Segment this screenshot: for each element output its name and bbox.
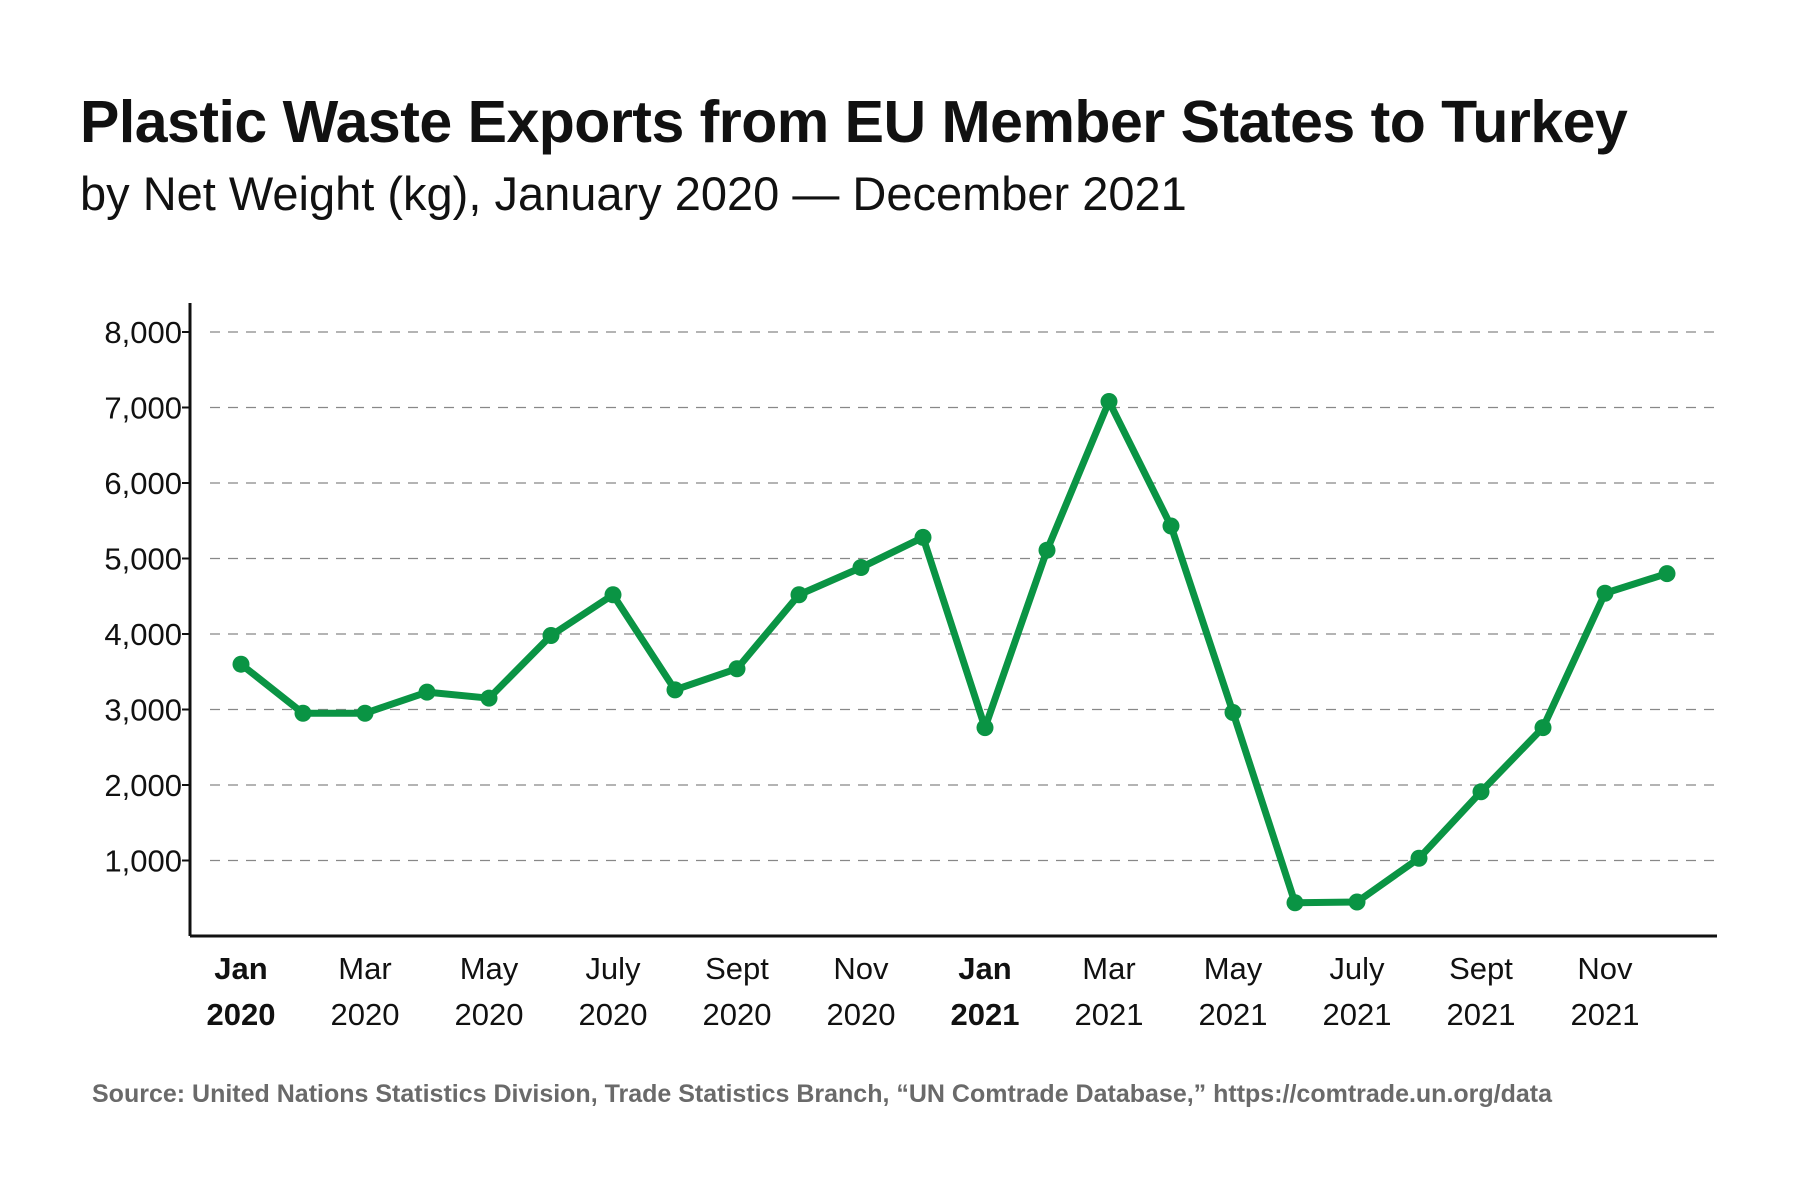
data-point bbox=[232, 655, 250, 673]
x-tick-label-year: 2020 bbox=[579, 997, 648, 1032]
data-point bbox=[976, 719, 994, 737]
data-point bbox=[1162, 517, 1180, 535]
x-tick-label-year: 2021 bbox=[1323, 997, 1392, 1032]
data-point bbox=[356, 704, 374, 722]
data-point bbox=[1224, 704, 1242, 722]
x-tick-label-month: July bbox=[1329, 951, 1385, 986]
data-point bbox=[666, 681, 684, 699]
y-tick-label: 3,000 bbox=[104, 693, 182, 728]
data-point bbox=[1348, 893, 1366, 911]
data-point bbox=[1038, 541, 1056, 559]
chart-title: Plastic Waste Exports from EU Member Sta… bbox=[80, 89, 1628, 155]
data-point bbox=[1472, 783, 1490, 801]
y-tick-label: 7,000 bbox=[104, 391, 182, 426]
chart-subtitle: by Net Weight (kg), January 2020 — Decem… bbox=[80, 167, 1187, 220]
x-tick-label-month: May bbox=[460, 951, 519, 986]
data-point bbox=[728, 660, 746, 678]
y-tick-label: 8,000 bbox=[104, 315, 182, 350]
data-point bbox=[294, 704, 312, 722]
x-tick-label-year: 2021 bbox=[1571, 997, 1640, 1032]
data-point bbox=[542, 627, 560, 645]
x-tick-label-month: Sept bbox=[1449, 951, 1513, 986]
x-tick-label-year: 2020 bbox=[455, 997, 524, 1032]
x-tick-label-month: Mar bbox=[1082, 951, 1135, 986]
data-point bbox=[790, 586, 808, 604]
x-tick-label-year: 2020 bbox=[703, 997, 772, 1032]
data-point bbox=[1286, 894, 1304, 912]
x-tick-label-month: Nov bbox=[1577, 951, 1633, 986]
x-tick-label-month: July bbox=[585, 951, 641, 986]
data-point bbox=[1100, 392, 1118, 410]
source-note: Source: United Nations Statistics Divisi… bbox=[92, 1080, 1553, 1108]
x-tick-label-year: 2020 bbox=[827, 997, 896, 1032]
x-tick-label-month: Jan bbox=[214, 951, 267, 986]
x-tick-label-year: 2021 bbox=[1199, 997, 1268, 1032]
x-tick-label-year: 2021 bbox=[951, 997, 1020, 1032]
y-tick-label: 5,000 bbox=[104, 542, 182, 577]
x-tick-label-year: 2020 bbox=[207, 997, 276, 1032]
y-tick-label: 1,000 bbox=[104, 844, 182, 879]
x-tick-label-month: Sept bbox=[705, 951, 769, 986]
x-tick-label-year: 2020 bbox=[331, 997, 400, 1032]
x-tick-label-month: Mar bbox=[338, 951, 391, 986]
series-line bbox=[237, 397, 1671, 907]
y-tick-label: 4,000 bbox=[104, 617, 182, 652]
y-tick-label: 6,000 bbox=[104, 466, 182, 501]
data-point bbox=[1410, 849, 1428, 867]
x-tick-label-month: Nov bbox=[833, 951, 889, 986]
x-tick-label-month: Jan bbox=[958, 951, 1011, 986]
data-point bbox=[1658, 565, 1676, 583]
data-point bbox=[604, 586, 622, 604]
x-tick-label-year: 2021 bbox=[1447, 997, 1516, 1032]
x-tick-label-year: 2021 bbox=[1075, 997, 1144, 1032]
data-point bbox=[852, 559, 870, 577]
data-point bbox=[914, 528, 932, 546]
data-point bbox=[480, 689, 498, 707]
data-point bbox=[1596, 584, 1614, 602]
data-point bbox=[418, 683, 436, 701]
x-tick-label-month: May bbox=[1204, 951, 1263, 986]
y-tick-label: 2,000 bbox=[104, 768, 182, 803]
data-point bbox=[1534, 719, 1552, 737]
